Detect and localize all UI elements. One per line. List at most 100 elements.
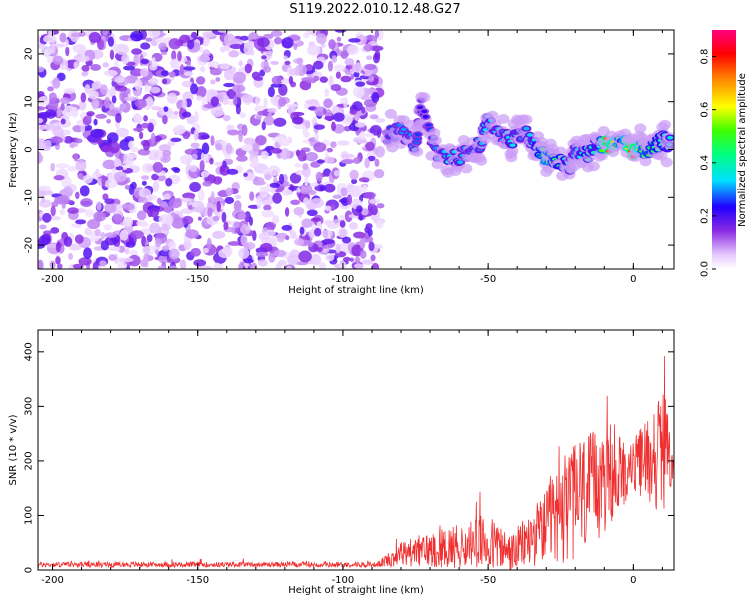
noise-cell — [130, 230, 144, 240]
noise-cell — [316, 33, 327, 45]
noise-cell — [200, 170, 210, 177]
noise-cell — [115, 112, 122, 123]
noise-cell — [72, 263, 84, 269]
noise-cell — [349, 109, 357, 115]
noise-cell — [210, 96, 220, 107]
noise-cell — [53, 175, 65, 181]
noise-cell — [263, 116, 275, 126]
signal-core — [523, 126, 530, 131]
noise-cell — [84, 209, 94, 218]
signal-core — [414, 132, 421, 137]
noise-cell — [364, 157, 370, 169]
noise-cell — [278, 173, 285, 185]
noise-cell — [124, 249, 130, 255]
noise-cell — [55, 256, 61, 265]
noise-cell — [223, 69, 235, 81]
noise-cell — [50, 215, 61, 221]
noise-cell — [104, 202, 117, 214]
noise-cell — [131, 48, 142, 55]
noise-cell — [59, 97, 71, 104]
noise-cell — [371, 91, 380, 103]
noise-cell — [39, 224, 47, 230]
noise-cell — [353, 71, 360, 78]
noise-cell — [63, 136, 74, 144]
noise-cell — [156, 197, 162, 205]
x-tick-label: 0 — [630, 274, 636, 285]
noise-cell — [108, 141, 120, 154]
noise-cell — [305, 63, 313, 72]
noise-cell — [168, 241, 176, 250]
noise-cell — [84, 83, 91, 94]
noise-cell — [343, 256, 352, 262]
noise-cell — [358, 177, 370, 183]
noise-cell — [69, 142, 75, 149]
noise-cell — [208, 90, 219, 97]
noise-cell — [100, 232, 106, 240]
noise-cell — [117, 245, 126, 253]
noise-cell — [207, 60, 220, 68]
noise-cell — [281, 37, 294, 49]
noise-cell — [376, 203, 385, 209]
noise-cell — [367, 155, 376, 162]
noise-cell — [210, 191, 215, 203]
noise-cell — [235, 103, 241, 115]
signal-core — [667, 135, 674, 140]
noise-cell — [187, 39, 195, 50]
noise-cell — [288, 76, 294, 85]
noise-cell — [239, 112, 246, 119]
noise-cell — [164, 205, 172, 214]
noise-cell — [67, 165, 77, 172]
noise-cell — [181, 80, 193, 88]
noise-cell — [101, 174, 106, 187]
noise-cell — [294, 238, 305, 246]
colorbar-gradient — [712, 30, 736, 269]
noise-cell — [321, 229, 333, 239]
noise-cell — [141, 180, 147, 186]
noise-cell — [146, 234, 153, 243]
noise-cell — [224, 196, 235, 204]
noise-cell — [180, 154, 193, 165]
noise-cell — [218, 93, 224, 103]
noise-cell — [206, 237, 212, 250]
y-tick-label: 0 — [24, 146, 35, 152]
noise-cell — [182, 208, 190, 214]
noise-cell — [291, 116, 304, 125]
noise-cell — [353, 231, 366, 239]
noise-cell — [193, 259, 207, 267]
noise-cell — [115, 127, 129, 138]
noise-cell — [39, 199, 52, 208]
noise-cell — [340, 159, 355, 164]
noise-cell — [173, 167, 181, 173]
noise-cell — [374, 158, 380, 167]
noise-cell — [226, 168, 239, 175]
noise-cell — [130, 30, 144, 42]
noise-cell — [202, 180, 212, 187]
noise-cell — [48, 92, 57, 102]
noise-cell — [55, 163, 70, 169]
noise-cell — [255, 115, 262, 120]
signal-halo — [384, 108, 397, 119]
noise-cell — [273, 117, 287, 127]
noise-cell — [169, 58, 180, 69]
noise-cell — [243, 43, 253, 56]
noise-cell — [332, 194, 342, 199]
noise-cell — [96, 201, 102, 211]
noise-cell — [141, 245, 156, 256]
noise-cell — [218, 248, 232, 259]
noise-cell — [255, 251, 269, 257]
noise-cell — [262, 200, 269, 206]
noise-cell — [70, 223, 82, 228]
noise-cell — [259, 186, 268, 198]
noise-cell — [238, 247, 250, 259]
noise-cell — [202, 31, 216, 38]
noise-cell — [340, 50, 349, 60]
noise-cell — [309, 182, 319, 187]
noise-cell — [84, 227, 92, 236]
noise-cell — [293, 206, 305, 216]
noise-cell — [147, 30, 161, 39]
noise-cell — [163, 193, 171, 200]
noise-cell — [346, 44, 360, 56]
noise-cell — [68, 253, 74, 260]
noise-cell — [313, 124, 326, 130]
noise-cell — [151, 106, 162, 111]
